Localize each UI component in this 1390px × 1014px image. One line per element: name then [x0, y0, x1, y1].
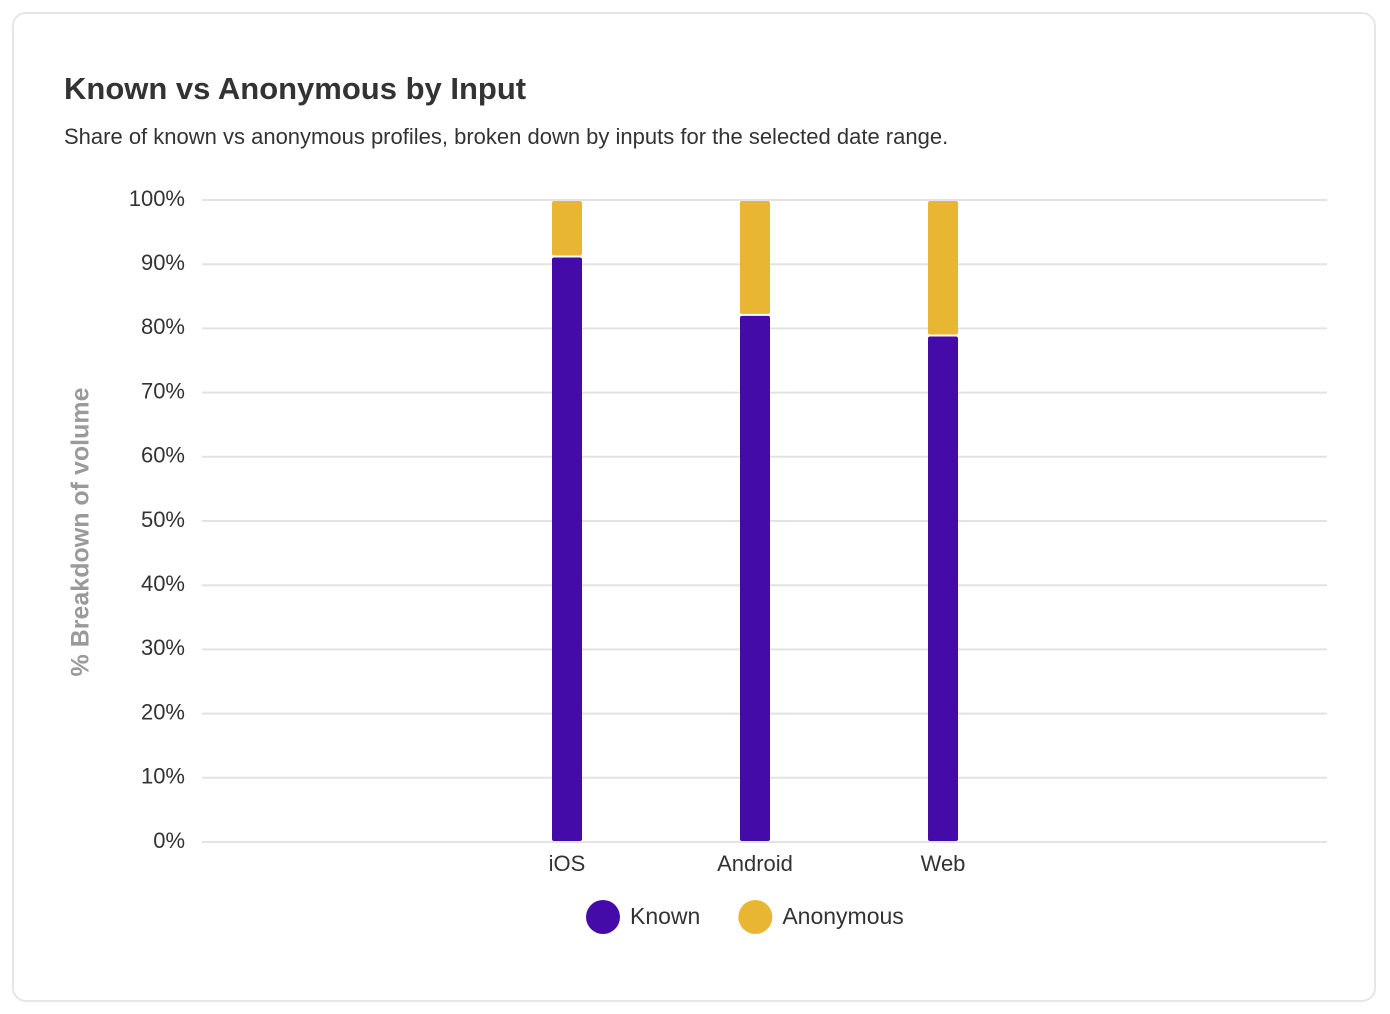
x-tick-label: Android: [717, 851, 793, 876]
y-tick-label: 20%: [141, 699, 185, 724]
bar-segment: [740, 315, 770, 842]
chart-subtitle: Share of known vs anonymous profiles, br…: [64, 124, 948, 149]
legend-label: Known: [630, 903, 700, 929]
bar-segment: [552, 257, 582, 842]
bar-segment: [740, 201, 770, 314]
bar-segment: [552, 201, 582, 256]
y-tick-label: 80%: [141, 314, 185, 339]
y-tick-label: 90%: [141, 250, 185, 275]
y-tick-label: 70%: [141, 378, 185, 403]
y-tick-label: 60%: [141, 443, 185, 468]
x-tick-label: iOS: [549, 851, 586, 876]
legend-swatch: [586, 900, 620, 934]
y-tick-label: 10%: [141, 764, 185, 789]
bar-segment: [928, 336, 958, 841]
y-tick-label: 100%: [129, 186, 185, 211]
legend-label: Anonymous: [782, 903, 903, 929]
bar-segment: [928, 201, 958, 335]
y-axis-label: % Breakdown of volume: [67, 387, 95, 676]
chart-title: Known vs Anonymous by Input: [64, 71, 526, 106]
y-tick-label: 0%: [153, 828, 185, 853]
y-tick-label: 30%: [141, 635, 185, 660]
y-tick-label: 50%: [141, 507, 185, 532]
legend-swatch: [738, 900, 773, 934]
x-tick-label: Web: [921, 851, 966, 876]
card: [12, 12, 1376, 1002]
y-tick-label: 40%: [141, 571, 185, 596]
